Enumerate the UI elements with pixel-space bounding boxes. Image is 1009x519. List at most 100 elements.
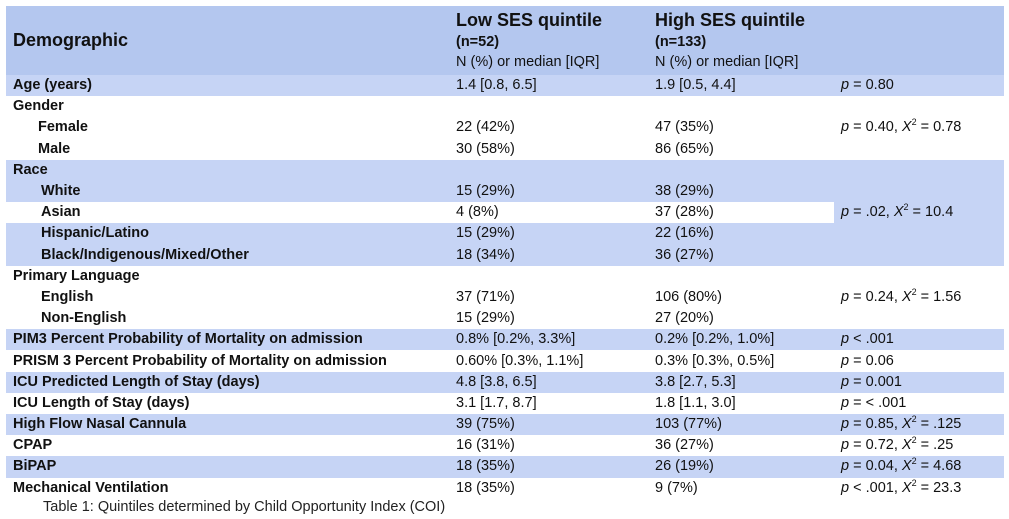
high-value: 1.8 [1.1, 3.0] [655,394,736,411]
high-value: 27 (20%) [655,310,714,327]
high-value: 36 (27%) [655,246,714,263]
table-row: Race p = .02, X2 = 10.4 [6,159,1004,266]
low-value: 0.8% [0.2%, 3.3%] [456,331,576,348]
low-value: 18 (34%) [456,246,515,263]
low-value: 18 (35%) [456,479,515,496]
high-value: 38 (29%) [655,183,714,200]
row-label: ICU Length of Stay (days) [13,394,190,411]
low-value: 15 (29%) [456,310,515,327]
row-label: Age (years) [13,77,92,94]
table-row: PIM3 Percent Probability of Mortality on… [6,329,1004,351]
p-value: p < .001 [841,331,894,348]
table-row: Asian 4 (8%) 37 (28%) [6,202,1004,224]
p-value: p = 0.24, X2 = 1.56 [841,286,962,305]
table-wrapper: Demographic Low SES quintile (n=52) N (%… [6,6,1004,499]
row-label: Mechanical Ventilation [13,479,169,496]
p-value: p = 0.40, X2 = 0.78 [841,117,962,136]
row-label: Hispanic/Latino [41,225,149,242]
table-row: ICU Length of Stay (days) 3.1 [1.7, 8.7]… [6,392,1004,414]
row-label: PIM3 Percent Probability of Mortality on… [13,331,363,348]
table-row: Primary Language p = 0.24, X2 = 1.56 [6,265,1004,305]
row-label: English [41,288,94,305]
row-label: Gender [13,98,64,115]
demographics-table: Demographic Low SES quintile (n=52) N (%… [6,6,1004,499]
row-label: Race [13,161,48,178]
row-label: CPAP [13,437,53,454]
row-label: ICU Predicted Length of Stay (days) [13,373,260,390]
table-caption: Table 1: Quintiles determined by Child O… [43,499,446,515]
low-value: 18 (35%) [456,458,515,475]
low-value: 15 (29%) [456,183,515,200]
table-row: Gender p = 0.40, X2 = 0.78 [6,96,1004,135]
low-value: 16 (31%) [456,437,515,454]
table-row: PRISM 3 Percent Probability of Mortality… [6,350,1004,372]
low-value: 4 (8%) [456,204,499,221]
header-pvalue [834,6,1004,75]
row-label: White [41,183,81,200]
low-value: 37 (71%) [456,288,515,305]
row-label: Primary Language [13,267,140,284]
low-value: 30 (58%) [456,140,515,157]
high-value: 3.8 [2.7, 5.3] [655,373,736,390]
table-row: CPAP 16 (31%) 36 (27%) p = 0.72, X2 = .2… [6,435,1004,457]
table-row: Hispanic/Latino 15 (29%) 22 (16%) [6,223,1004,245]
high-value: 1.9 [0.5, 4.4] [655,77,736,94]
high-value: 36 (27%) [655,437,714,454]
high-value: 0.3% [0.3%, 0.5%] [655,352,775,369]
table-row: Black/Indigenous/Mixed/Other 18 (34%) 36… [6,244,1004,266]
low-value: 22 (42%) [456,119,515,136]
table-row: Male 30 (58%) 86 (65%) [6,138,1004,160]
table-row: White 15 (29%) 38 (29%) [6,180,1004,203]
row-label: BiPAP [13,458,57,475]
table-row: ICU Predicted Length of Stay (days) 4.8 … [6,371,1004,393]
table-row: Mechanical Ventilation 18 (35%) 9 (7%) p… [6,477,1004,499]
header-low-n: (n=52) [456,34,500,50]
header-row: Demographic Low SES quintile (n=52) N (%… [6,6,1004,75]
low-value: 39 (75%) [456,416,515,433]
header-high-title: High SES quintile [655,10,806,30]
p-value: p = .02, X2 = 10.4 [834,159,1004,266]
high-value: 22 (16%) [655,225,714,242]
row-label: Female [38,119,88,136]
p-value: p = 0.72, X2 = .25 [841,435,954,454]
high-value [648,266,834,287]
high-value: 37 (28%) [655,204,714,221]
p-value: p = 0.001 [841,373,902,390]
table-row: High Flow Nasal Cannula 39 (75%) 103 (77… [6,414,1004,436]
high-value: 0.2% [0.2%, 1.0%] [655,331,775,348]
header-low-sub: N (%) or median [IQR] [456,54,600,70]
high-value [648,160,834,181]
header-high-n: (n=133) [655,34,707,50]
low-value: 3.1 [1.7, 8.7] [456,394,537,411]
header-high-ses: High SES quintile (n=133) N (%) or media… [648,6,834,75]
table-row: Non-English 15 (29%) 27 (20%) [6,308,1004,330]
low-value [449,96,648,117]
low-value [449,160,648,181]
row-label: Asian [41,204,81,221]
high-value [648,96,834,117]
row-label: Black/Indigenous/Mixed/Other [41,246,249,263]
high-value: 86 (65%) [655,140,714,157]
high-value: 103 (77%) [655,416,722,433]
header-demographic: Demographic [13,30,129,50]
p-value: p = 0.85, X2 = .125 [841,414,962,433]
high-value: 106 (80%) [655,288,722,305]
low-value: 0.60% [0.3%, 1.1%] [456,352,584,369]
low-value: 15 (29%) [456,225,515,242]
header-low-title: Low SES quintile [456,10,603,30]
high-value: 47 (35%) [655,119,714,136]
row-label: High Flow Nasal Cannula [13,416,187,433]
header-high-sub: N (%) or median [IQR] [655,54,799,70]
high-value: 9 (7%) [655,479,698,496]
p-value: p = 0.04, X2 = 4.68 [841,456,962,475]
high-value: 26 (19%) [655,458,714,475]
table-row: Age (years) 1.4 [0.8, 6.5] 1.9 [0.5, 4.4… [6,75,1004,97]
row-label: Non-English [41,310,127,327]
row-label: PRISM 3 Percent Probability of Mortality… [13,352,387,369]
p-value: p < .001, X2 = 23.3 [841,477,962,496]
p-value: p = < .001 [841,394,907,411]
header-low-ses: Low SES quintile (n=52) N (%) or median … [449,6,648,75]
row-label: Male [38,140,71,157]
low-value [449,266,648,287]
table-row: BiPAP 18 (35%) 26 (19%) p = 0.04, X2 = 4… [6,456,1004,478]
